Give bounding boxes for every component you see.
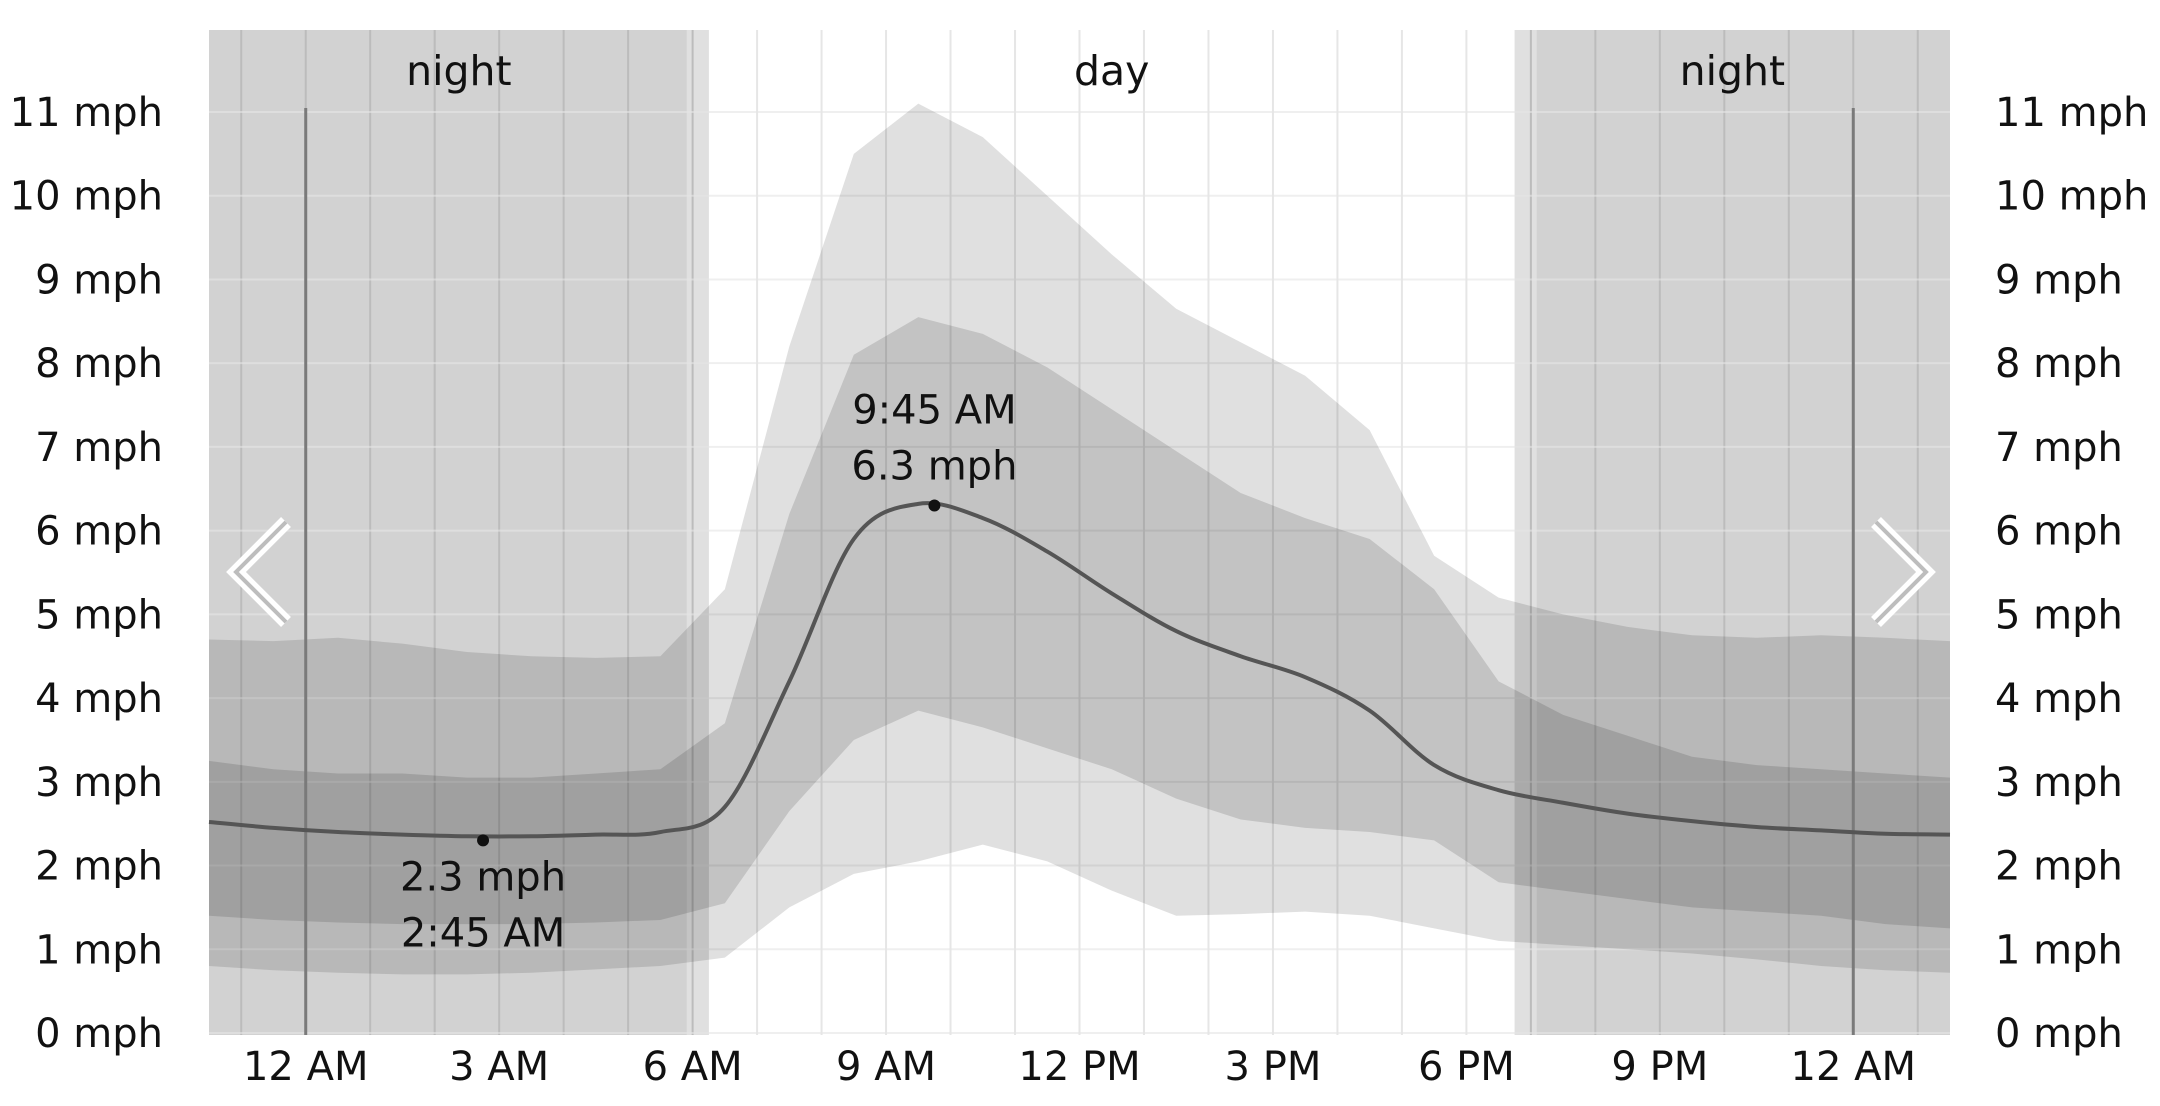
y-axis-left: 0 mph 1 mph 2 mph 3 mph 4 mph 5 mph 6 mph 7 mph… xyxy=(10,90,163,1057)
y-tick-label-left: 5 mph xyxy=(35,592,163,638)
night-shade-0 xyxy=(209,30,709,1035)
x-tick-label: 12 AM xyxy=(243,1044,369,1090)
x-tick-label: 3 PM xyxy=(1225,1044,1322,1090)
y-tick-label-left: 4 mph xyxy=(35,676,163,722)
y-tick-label-right: 0 mph xyxy=(1995,1011,2123,1057)
y-tick-label-right: 8 mph xyxy=(1995,341,2123,387)
annotation-time-1: 2:45 AM xyxy=(401,910,565,956)
x-tick-label: 3 AM xyxy=(449,1044,549,1090)
median-series xyxy=(208,501,1951,839)
annotation-time-0: 9:45 AM xyxy=(852,388,1016,434)
y-tick-label-left: 3 mph xyxy=(35,760,163,806)
midnight-lines xyxy=(304,108,1855,1035)
annotation-point-1 xyxy=(477,834,490,847)
navigation xyxy=(226,517,1936,627)
y-tick-label-right: 7 mph xyxy=(1995,425,2123,471)
y-tick-label-right: 10 mph xyxy=(1995,174,2148,220)
y-tick-label-left: 9 mph xyxy=(35,257,163,303)
annotations: 9:45 AM 6.3 mph 2.3 mph 2:45 AM xyxy=(400,388,1017,957)
y-tick-label-right: 4 mph xyxy=(1995,676,2123,722)
chevron-left-icon-outline xyxy=(233,520,288,624)
period-labels: night day night xyxy=(406,47,1785,95)
y-tick-label-right: 11 mph xyxy=(1995,90,2148,136)
x-tick-label: 12 AM xyxy=(1791,1044,1917,1090)
y-tick-label-right: 3 mph xyxy=(1995,760,2123,806)
x-tick-label: 12 PM xyxy=(1018,1044,1140,1090)
y-tick-label-right: 9 mph xyxy=(1995,257,2123,303)
y-tick-label-left: 7 mph xyxy=(35,425,163,471)
annotation-point-0 xyxy=(928,499,941,512)
x-tick-label: 9 PM xyxy=(1611,1044,1708,1090)
period-label-night-2: night xyxy=(1680,47,1785,95)
chevron-right-icon-outline xyxy=(1874,520,1929,624)
median-line xyxy=(208,501,1951,839)
y-axis-right: 0 mph 1 mph 2 mph 3 mph 4 mph 5 mph 6 mph 7 mph… xyxy=(1995,90,2148,1057)
period-label-night-0: night xyxy=(406,47,511,95)
annotation-value-1: 2.3 mph xyxy=(400,854,566,900)
y-tick-label-left: 6 mph xyxy=(35,509,163,555)
y-tick-label-left: 8 mph xyxy=(35,341,163,387)
x-tick-label: 9 AM xyxy=(836,1044,936,1090)
x-axis: 12 AM 3 AM 6 AM 9 AM 12 PM 3 PM 6 PM 9 PM 12 AM xyxy=(243,1044,1916,1090)
y-tick-label-left: 2 mph xyxy=(35,844,163,890)
x-tick-label: 6 AM xyxy=(643,1044,743,1090)
band-p25-p75 xyxy=(209,317,1950,929)
y-tick-label-right: 1 mph xyxy=(1995,927,2123,973)
y-tick-label-left: 0 mph xyxy=(35,1011,163,1057)
y-tick-label-left: 10 mph xyxy=(10,174,163,220)
y-tick-label-left: 1 mph xyxy=(35,927,163,973)
y-tick-label-left: 11 mph xyxy=(10,90,163,136)
period-label-day-1: day xyxy=(1074,47,1149,95)
percentile-bands xyxy=(209,103,1950,975)
band-p10-p90 xyxy=(209,103,1950,975)
x-tick-label: 6 PM xyxy=(1418,1044,1515,1090)
y-tick-label-right: 6 mph xyxy=(1995,509,2123,555)
y-tick-label-right: 5 mph xyxy=(1995,592,2123,638)
y-tick-label-right: 2 mph xyxy=(1995,844,2123,890)
annotation-value-0: 6.3 mph xyxy=(851,444,1017,490)
